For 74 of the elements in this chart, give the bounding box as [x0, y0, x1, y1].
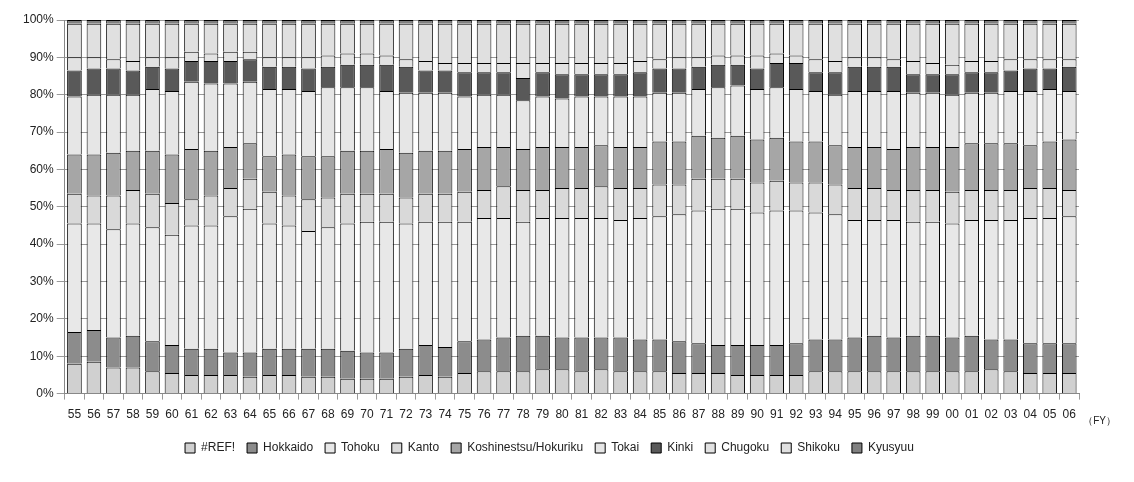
x-tick-label: 72 [399, 407, 414, 422]
x-tick-label: 61 [184, 407, 199, 422]
legend-label: Kyusyuu [867, 440, 914, 455]
x-tick-label: 94 [828, 407, 843, 422]
y-tick-label: 40% [29, 236, 55, 251]
x-tick-label: 65 [262, 407, 277, 422]
x-tick-label: 69 [340, 407, 355, 422]
x-tick-label: 84 [633, 407, 648, 422]
x-tick-label: 93 [808, 407, 823, 422]
y-tick-label: 100% [22, 12, 55, 27]
x-tick-label: 85 [652, 407, 667, 422]
x-tick-label: 79 [535, 407, 550, 422]
x-tick-label: 70 [360, 407, 375, 422]
x-tick-label: 80 [555, 407, 570, 422]
x-tick-label: 96 [867, 407, 882, 422]
legend-label: Hokkaido [263, 440, 314, 455]
legend-label: Chugoku [721, 440, 770, 455]
legend-label: Kanto [407, 440, 440, 455]
x-tick-label: 68 [321, 407, 336, 422]
x-tick-label: 00 [945, 407, 960, 422]
y-tick-label: 10% [29, 348, 55, 363]
x-tick-label: 58 [126, 407, 140, 422]
x-tick-label: 89 [730, 407, 745, 422]
text: （FY） [1083, 414, 1116, 428]
x-tick-label: 99 [926, 407, 940, 422]
x-tick-label: 91 [769, 407, 784, 422]
x-tick-label: 60 [165, 407, 179, 422]
x-tick-label: 97 [887, 407, 901, 422]
y-tick-label: 20% [29, 311, 55, 326]
y-tick-label: 0% [36, 385, 55, 400]
x-tick-label: 77 [496, 407, 511, 422]
y-tick-label: 80% [29, 87, 55, 102]
x-tick-label: 86 [672, 407, 687, 422]
x-tick-label: 82 [594, 407, 609, 422]
legend-label: Shikoku [797, 440, 840, 455]
x-tick-label: 06 [1062, 407, 1077, 422]
x-tick-label: 98 [906, 407, 921, 422]
x-tick-label: 71 [379, 407, 394, 422]
legend-label: Tohoku [341, 440, 380, 455]
x-tick-label: 66 [282, 407, 296, 422]
x-tick-label: 88 [711, 407, 726, 422]
legend-label: #REF! [201, 440, 236, 455]
x-tick-label: 87 [691, 407, 706, 422]
x-tick-label: 74 [438, 407, 453, 422]
y-tick-label: 60% [29, 161, 55, 176]
legend-label: Kinki [667, 440, 694, 455]
x-tick-label: 81 [574, 407, 589, 422]
x-tick-label: 64 [243, 407, 257, 422]
x-tick-label: 75 [457, 407, 472, 422]
x-tick-label: 02 [984, 407, 999, 422]
x-tick-label: 04 [1023, 407, 1038, 422]
y-tick-label: 70% [29, 124, 55, 139]
y-tick-label: 30% [29, 273, 55, 288]
x-tick-label: 73 [418, 407, 433, 422]
x-tick-label: 03 [1004, 407, 1018, 422]
x-tick-label: 57 [106, 407, 121, 422]
x-tick-label: 76 [477, 407, 492, 422]
x-tick-label: 01 [965, 407, 979, 422]
x-tick-label: 56 [87, 407, 101, 422]
y-tick-label: 90% [29, 49, 55, 64]
x-tick-label: 62 [204, 407, 218, 422]
x-tick-label: 55 [67, 407, 82, 422]
y-tick-label: 50% [29, 199, 55, 214]
x-tick-label: 63 [223, 407, 238, 422]
x-tick-label: 05 [1043, 407, 1057, 422]
x-tick-label: 92 [789, 407, 804, 422]
x-tick-label: 78 [516, 407, 531, 422]
x-tick-label: 95 [848, 407, 862, 422]
x-tick-label: 83 [613, 407, 628, 422]
x-tick-label: 59 [145, 407, 160, 422]
legend-label: Tokai [611, 440, 640, 455]
legend-label: Koshinestsu/Hokuriku [467, 440, 584, 455]
x-tick-label: 90 [750, 407, 765, 422]
x-tick-label: 67 [301, 407, 316, 422]
